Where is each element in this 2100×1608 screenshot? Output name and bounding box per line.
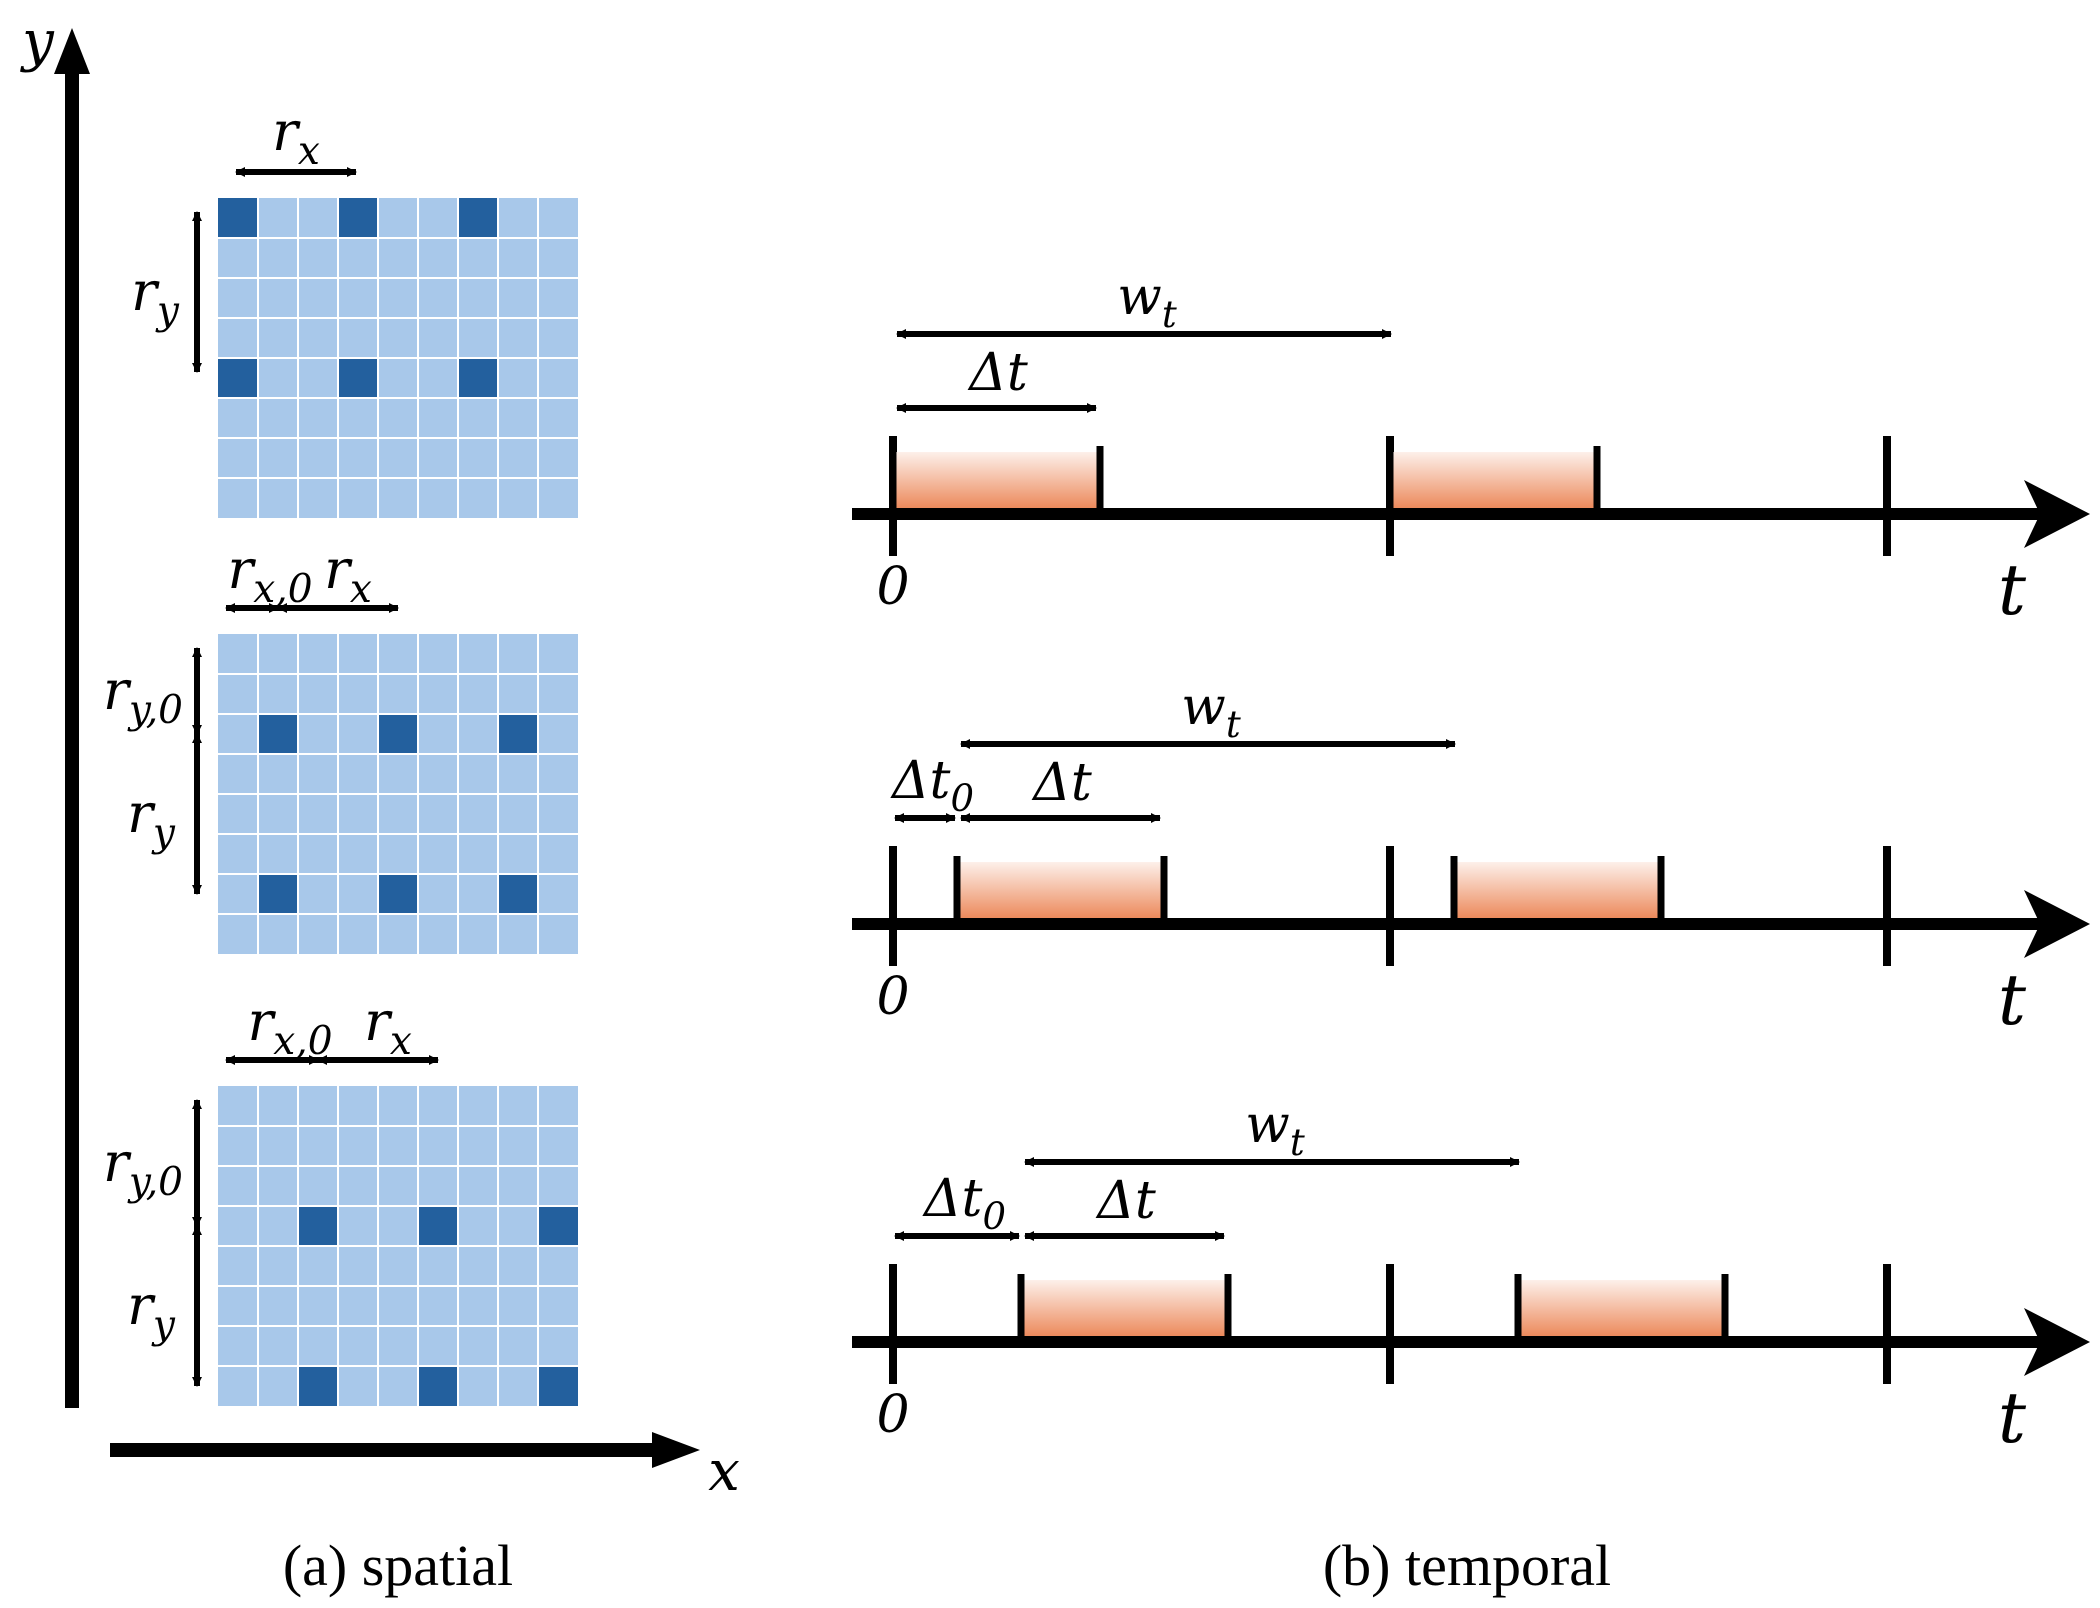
t-axis-arrowhead bbox=[2024, 890, 2090, 958]
delta-t-label: Δt bbox=[1095, 1171, 1156, 1231]
sampled-cell bbox=[458, 198, 498, 238]
sampled-cell bbox=[338, 198, 378, 238]
temporal-row-1: 0 t Δt wt bbox=[852, 267, 2090, 631]
rx-label: rx bbox=[364, 990, 412, 1064]
origin-label: 0 bbox=[876, 967, 909, 1027]
t-axis-label: t bbox=[1998, 549, 2027, 631]
temporal-row-3: 0 t Δt wt Δt0 bbox=[852, 1095, 2090, 1459]
delta-t-label: Δt bbox=[967, 343, 1028, 403]
sampled-cell bbox=[218, 358, 258, 398]
t-axis-arrowhead bbox=[2024, 480, 2090, 548]
sampled-cell bbox=[378, 874, 418, 914]
sampled-cell bbox=[378, 714, 418, 754]
sampled-cell bbox=[458, 358, 498, 398]
sampled-cell bbox=[218, 198, 258, 238]
temporal-panel-group: 0 t Δt wt 0 t Δt wt Δt0 0 t Δt wt Δt0 bbox=[852, 267, 2090, 1459]
ry0-label: ry,0 bbox=[103, 659, 183, 733]
caption-spatial: (a) spatial bbox=[283, 1533, 513, 1598]
sampled-cell bbox=[258, 714, 298, 754]
sampled-cell bbox=[418, 1366, 458, 1406]
origin-label: 0 bbox=[876, 1385, 909, 1445]
sampled-cell bbox=[418, 1206, 458, 1246]
delta-t0-label: Δt0 bbox=[922, 1169, 1006, 1238]
active-window bbox=[1454, 862, 1661, 918]
sampled-cell bbox=[258, 874, 298, 914]
spatial-grid-panel-3: rx,0 rx ry,0 ry bbox=[103, 990, 578, 1406]
sampled-cell bbox=[298, 1206, 338, 1246]
ry-label: ry bbox=[127, 1274, 176, 1348]
rx0-label: rx,0 bbox=[247, 990, 332, 1064]
sampled-cell bbox=[538, 1366, 578, 1406]
delta-t-label: Δt bbox=[1031, 753, 1092, 813]
ry-label: ry bbox=[131, 260, 180, 334]
active-window bbox=[957, 862, 1164, 918]
sampled-cell bbox=[338, 358, 378, 398]
x-axis-arrowhead bbox=[652, 1432, 700, 1468]
active-window bbox=[1390, 452, 1597, 508]
w-t-label: wt bbox=[1181, 677, 1241, 746]
active-window bbox=[1021, 1280, 1228, 1336]
rx-label: rx bbox=[324, 538, 372, 612]
active-window bbox=[893, 452, 1100, 508]
spatial-grid-panel-1: rx ry bbox=[131, 100, 578, 518]
w-t-label: wt bbox=[1245, 1095, 1305, 1164]
t-axis-label: t bbox=[1998, 1377, 2027, 1459]
y-axis-arrowhead bbox=[54, 28, 90, 74]
sampled-cell bbox=[538, 1206, 578, 1246]
w-t-label: wt bbox=[1117, 267, 1177, 336]
spatial-grid-panel-2: rx,0 rx ry,0 ry bbox=[103, 538, 578, 954]
caption-temporal: (b) temporal bbox=[1323, 1533, 1611, 1598]
ry-label: ry bbox=[127, 782, 176, 856]
active-window bbox=[1518, 1280, 1725, 1336]
sampled-cell bbox=[498, 714, 538, 754]
sampled-cell bbox=[498, 874, 538, 914]
ry0-label: ry,0 bbox=[103, 1131, 183, 1205]
y-axis-label: y bbox=[19, 9, 55, 74]
temporal-row-2: 0 t Δt wt Δt0 bbox=[852, 677, 2090, 1041]
rx0-label: rx,0 bbox=[227, 538, 312, 612]
x-axis-label: x bbox=[708, 1439, 740, 1504]
t-axis-label: t bbox=[1998, 959, 2027, 1041]
origin-label: 0 bbox=[876, 557, 909, 617]
sampled-cell bbox=[298, 1366, 338, 1406]
t-axis-arrowhead bbox=[2024, 1308, 2090, 1376]
delta-t0-label: Δt0 bbox=[890, 751, 974, 820]
rx-label: rx bbox=[272, 100, 320, 174]
